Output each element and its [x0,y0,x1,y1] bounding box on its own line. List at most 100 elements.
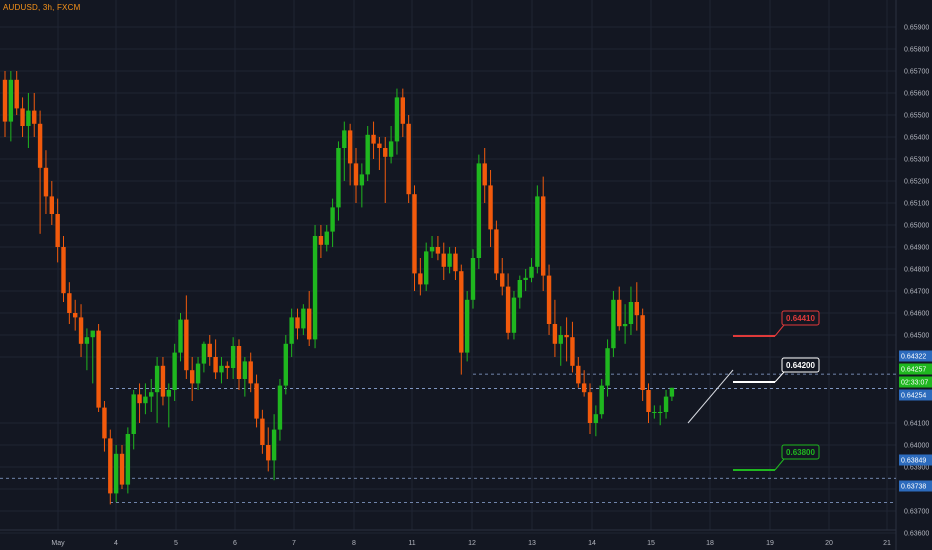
candle [84,328,90,371]
candle [412,185,417,291]
candle [617,286,622,331]
candle [552,299,558,357]
callout-connector [774,371,785,383]
candle-body [494,229,499,274]
callout-connector [774,458,785,471]
time-tick-label: 11 [408,540,415,547]
candle-body [230,346,236,368]
candle [283,335,288,395]
candle [593,405,599,437]
time-tick-label: 5 [174,540,178,547]
candle [102,401,107,452]
price-tick-label: 0.65400 [904,135,929,142]
candle-body [663,396,669,412]
candle [312,225,318,349]
candle-body [73,313,78,318]
candle-body [459,271,464,353]
candle-body [406,123,411,195]
candle-body [26,110,31,126]
candle [488,170,493,247]
candle [190,357,195,401]
candle [55,198,60,263]
candle-body [172,352,177,390]
candle [347,123,353,186]
candle-body [558,335,563,344]
candle [359,163,365,208]
candle [119,445,125,489]
candle [160,357,166,406]
candle [570,321,575,373]
candle [271,414,277,481]
candle [388,126,394,164]
candle-body [102,407,107,439]
candle-body [113,453,119,494]
candle [178,313,183,362]
candle-body [143,396,148,404]
price-tag: 0.63849 [899,454,932,466]
candle-body [149,392,154,397]
candle-body [271,429,277,461]
candle-body [353,163,359,186]
price-tag-label: 0.64257 [901,367,926,374]
candle-body [441,253,446,267]
candle-body [377,143,382,148]
candle-body [347,130,353,164]
candle-body [219,365,224,373]
price-tick-label: 0.64600 [904,311,929,318]
price-tick-label: 0.63900 [904,465,929,472]
candle-body [236,346,242,379]
candle-body [424,251,429,285]
candle-body [195,363,201,384]
candle-body [488,185,493,230]
candle [154,357,160,423]
candle [371,121,376,159]
target-callout: 0.64410 [733,310,820,337]
candle-body [658,412,663,413]
candle [32,93,37,137]
price-tick-label: 0.65600 [904,91,929,98]
candle-body [301,308,306,329]
candle-body [622,324,628,327]
price-tick-label: 0.65900 [904,25,929,32]
time-tick-label: 7 [292,540,296,547]
candle [108,429,113,505]
candle-body [634,302,639,316]
candle [242,357,248,397]
candle [336,141,341,221]
candle-body [435,247,441,254]
price-tag: 0.64322 [899,350,932,362]
price-tag-label: 02:33:07 [901,380,928,387]
time-tick-label: 13 [528,540,536,547]
candle-body [55,214,60,247]
price-tick-label: 0.64900 [904,245,929,252]
candle [652,405,657,419]
candle [505,273,511,340]
candle-body [254,383,259,419]
time-tick-label: 21 [883,540,891,547]
candle [500,258,505,296]
candle [318,225,324,258]
price-tick-label: 0.63600 [904,531,929,538]
candle [394,88,400,155]
candle [535,185,540,274]
candle [365,126,370,181]
candle-body [125,434,131,485]
candle [225,361,230,379]
candle [172,343,177,401]
candle [49,181,54,225]
candle [137,383,142,423]
candle-body [266,445,271,461]
candle-body [505,286,511,333]
candle [307,291,312,346]
candle-body [312,236,318,340]
candle [61,236,66,302]
candle-body [371,134,376,144]
candle [125,427,131,494]
candle-body [96,330,101,408]
candle [78,304,84,357]
candle [599,379,604,419]
candle-body [32,110,37,124]
price-tag-box [899,363,932,375]
candle [529,258,534,283]
